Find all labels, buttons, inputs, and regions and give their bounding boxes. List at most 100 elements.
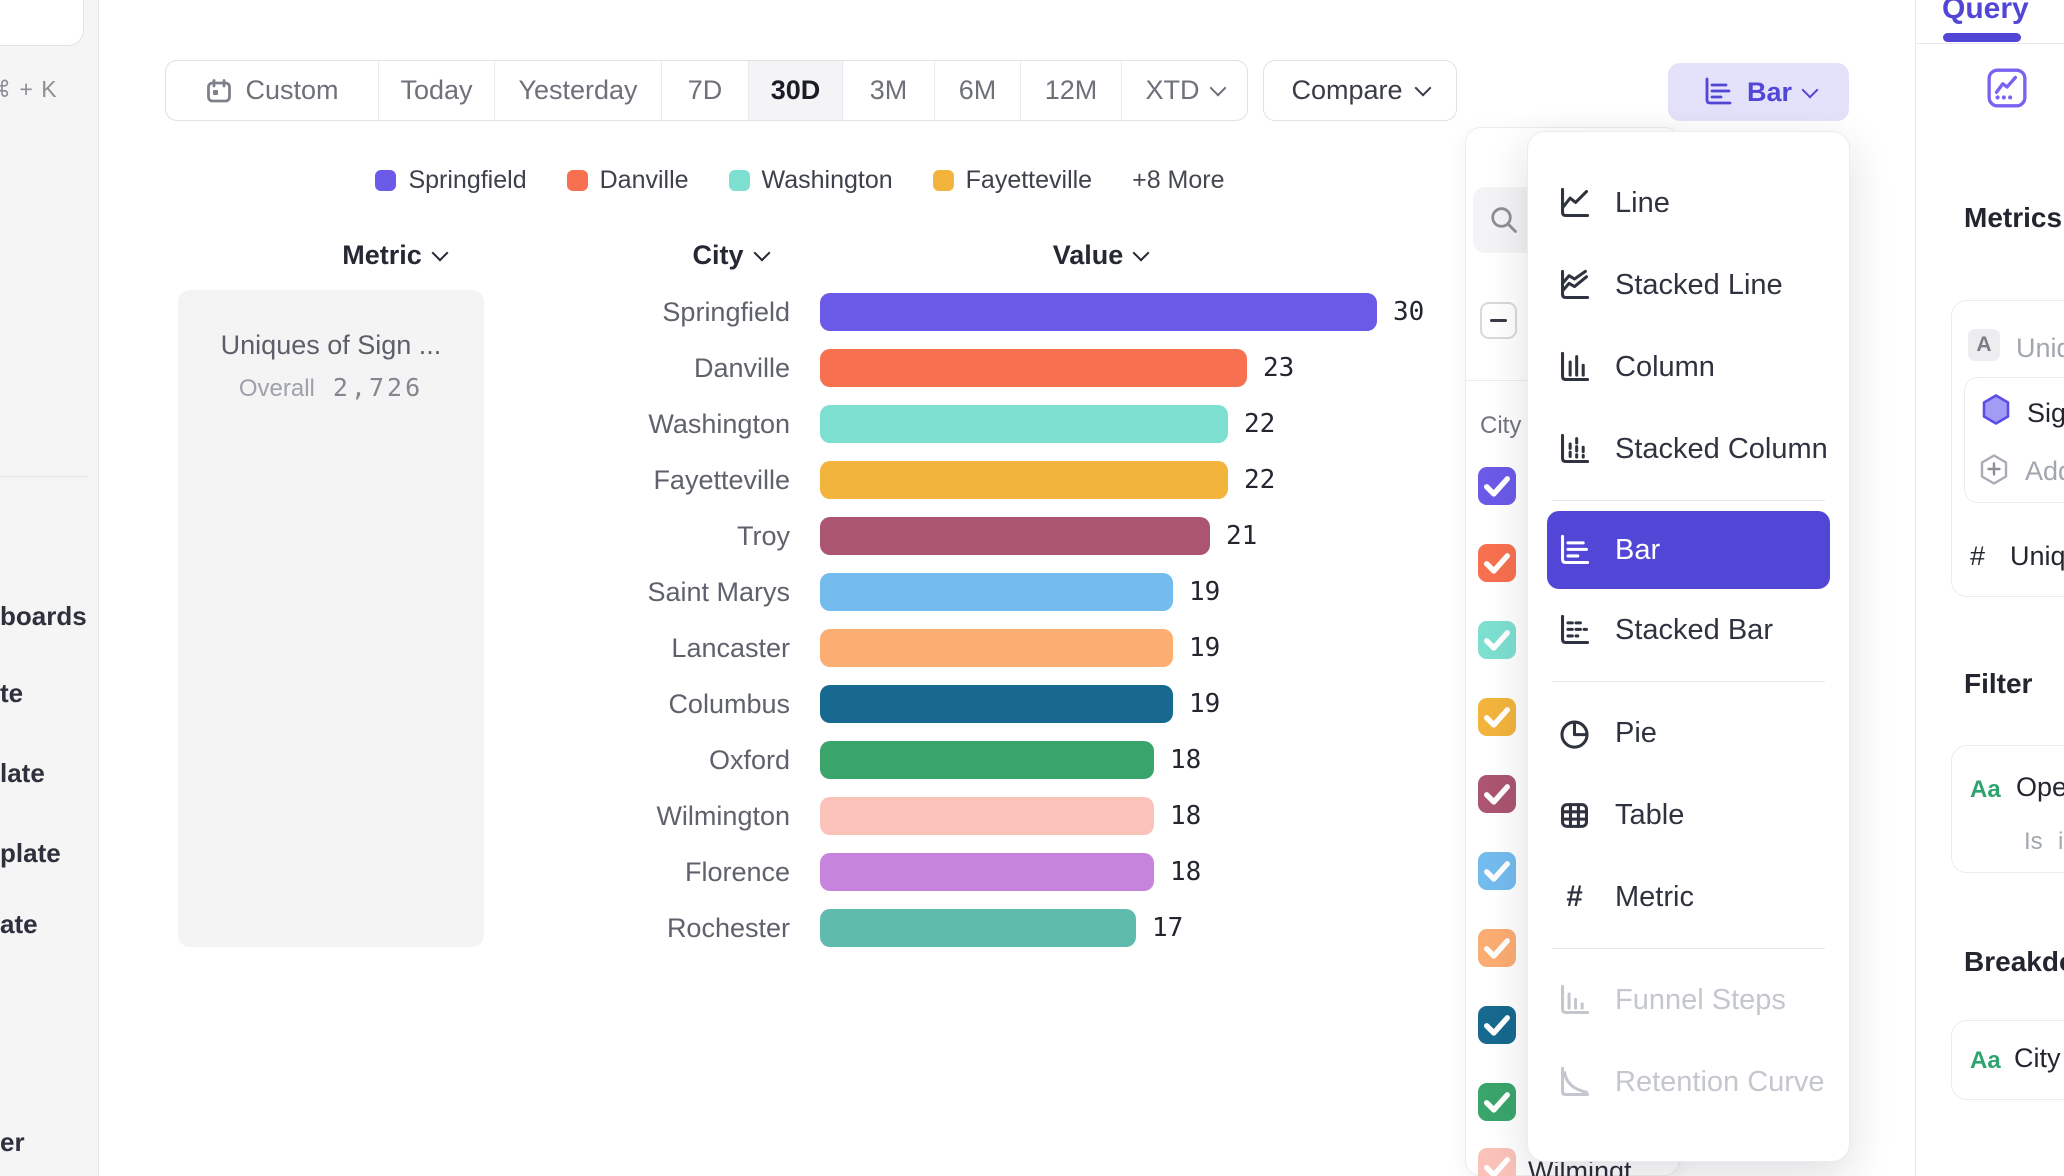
sidebar-item-fragment[interactable]: er (0, 1127, 25, 1157)
menu-item-stacked-column[interactable]: Stacked Column (1528, 408, 1849, 490)
menu-item-label: Retention Curve (1615, 1065, 1825, 1098)
legend-more[interactable]: +8 More (1132, 166, 1225, 194)
range-today[interactable]: Today (379, 61, 495, 120)
overall-value: 2,726 (332, 373, 424, 402)
menu-item-label: Metric (1615, 880, 1694, 913)
row-checkbox[interactable] (1478, 775, 1516, 813)
menu-item-column[interactable]: Column (1528, 326, 1849, 408)
range-label: Yesterday (518, 75, 638, 105)
bar-oxford[interactable] (820, 741, 1154, 779)
tab-query[interactable]: Query (1942, 0, 2029, 25)
filter-card[interactable]: Aa Ope Is i (1951, 745, 2064, 873)
menu-item-label: Stacked Line (1615, 268, 1783, 301)
range-label: 30D (770, 75, 821, 105)
bar-columbus[interactable] (820, 685, 1173, 723)
chevron-down-icon (1801, 81, 1819, 98)
sidebar-item-fragment[interactable]: boards (0, 601, 87, 631)
line-chart-icon (1556, 185, 1593, 222)
value-column-header[interactable]: Value (1000, 238, 1200, 272)
chart-row: Columbus 19 (0, 676, 1460, 732)
compare-button[interactable]: Compare (1263, 60, 1457, 121)
bar-category-label: Florence (684, 857, 790, 887)
bar-category-label: Rochester (666, 913, 790, 943)
bar-florence[interactable] (820, 853, 1154, 891)
measure-text[interactable]: Uniqu (2010, 541, 2064, 571)
metric-column-header[interactable]: Metric (294, 238, 494, 272)
bar-value-label: 19 (1189, 689, 1221, 719)
legend-item[interactable]: Springfield (375, 166, 527, 195)
menu-item-table[interactable]: Table (1528, 774, 1849, 856)
menu-item-funnel-steps: Funnel Steps (1528, 959, 1849, 1041)
menu-item-bar[interactable]: Bar (1547, 511, 1830, 589)
legend-item[interactable]: Fayetteville (932, 166, 1092, 195)
menu-item-pie[interactable]: Pie (1528, 692, 1849, 774)
row-checkbox[interactable] (1478, 1148, 1516, 1176)
chart-type-button[interactable]: Bar (1668, 63, 1849, 121)
menu-item-stacked-line[interactable]: Stacked Line (1528, 244, 1849, 326)
metrics-card[interactable]: A Uniq Sig Add # Uniqu (1951, 300, 2064, 597)
bar-category-label: Oxford (708, 745, 790, 775)
bar-saint-marys[interactable] (820, 573, 1173, 611)
stacked-line-chart-icon (1556, 267, 1593, 304)
legend-item[interactable]: Washington (728, 166, 893, 195)
menu-item-stacked-bar[interactable]: Stacked Bar (1528, 589, 1849, 671)
legend-swatch (932, 170, 954, 191)
breakdown-card[interactable]: Aa City (1951, 1020, 2064, 1100)
row-checkbox[interactable] (1478, 467, 1516, 505)
row-checkbox[interactable] (1478, 698, 1516, 736)
row-checkbox[interactable] (1478, 1006, 1516, 1044)
filter-operator-text[interactable]: Is (2024, 828, 2043, 855)
range-xtd[interactable]: XTD (1122, 61, 1247, 120)
table-icon (1556, 797, 1593, 834)
row-checkbox[interactable] (1478, 621, 1516, 659)
bar-category-label: Wilmington (656, 801, 790, 831)
table-city-header[interactable]: City (1480, 412, 1522, 439)
metric-summary-panel[interactable]: Uniques of Sign ... Overall 2,726 (178, 290, 484, 947)
breakdown-property-text: City (2014, 1043, 2061, 1073)
add-event-icon[interactable] (1977, 452, 2011, 486)
event-block[interactable]: Sig Add (1964, 377, 2064, 503)
city-column-header[interactable]: City (630, 238, 830, 272)
sidebar-item-fragment[interactable]: plate (0, 838, 61, 868)
range-custom[interactable]: Custom (166, 61, 379, 120)
sidebar-item-fragment[interactable]: late (0, 758, 45, 788)
bar-value-label: 18 (1170, 801, 1202, 831)
chart-row: Washington 22 (0, 396, 1460, 452)
legend-swatch (728, 170, 750, 191)
menu-divider (1552, 948, 1825, 949)
property-type-badge: Aa (1970, 776, 2001, 803)
row-checkbox[interactable] (1478, 544, 1516, 582)
row-checkbox[interactable] (1478, 852, 1516, 890)
range-3m[interactable]: 3M (843, 61, 935, 120)
sidebar-search-input[interactable] (0, 0, 84, 46)
bar-springfield[interactable] (820, 293, 1377, 331)
select-all-checkbox[interactable] (1480, 302, 1517, 339)
chart-preview-icon[interactable] (1986, 66, 2028, 110)
bar-lancaster[interactable] (820, 629, 1173, 667)
range-yesterday[interactable]: Yesterday (495, 61, 662, 120)
search-icon (1487, 203, 1521, 237)
row-checkbox[interactable] (1478, 1083, 1516, 1121)
bar-wilmington[interactable] (820, 797, 1154, 835)
bar-category-label: Troy (737, 521, 790, 551)
range-7d[interactable]: 7D (662, 61, 749, 120)
sidebar-item-fragment[interactable]: ate (0, 909, 38, 939)
bar-category-label: Columbus (668, 689, 790, 719)
bar-fayetteville[interactable] (820, 461, 1228, 499)
range-30d[interactable]: 30D (749, 61, 843, 120)
filter-value-text[interactable]: i (2058, 828, 2064, 855)
range-12m[interactable]: 12M (1021, 61, 1122, 120)
sidebar-item-fragment[interactable]: te (0, 678, 24, 708)
range-6m[interactable]: 6M (935, 61, 1021, 120)
bar-rochester[interactable] (820, 909, 1136, 947)
bar-washington[interactable] (820, 405, 1228, 443)
menu-item-metric[interactable]: # Metric (1528, 856, 1849, 938)
menu-item-label: Pie (1615, 716, 1657, 749)
bar-danville[interactable] (820, 349, 1247, 387)
menu-item-line[interactable]: Line (1528, 162, 1849, 244)
legend-item[interactable]: Danville (566, 166, 689, 195)
range-label: 12M (1044, 75, 1098, 105)
bar-troy[interactable] (820, 517, 1210, 555)
row-checkbox[interactable] (1478, 929, 1516, 967)
